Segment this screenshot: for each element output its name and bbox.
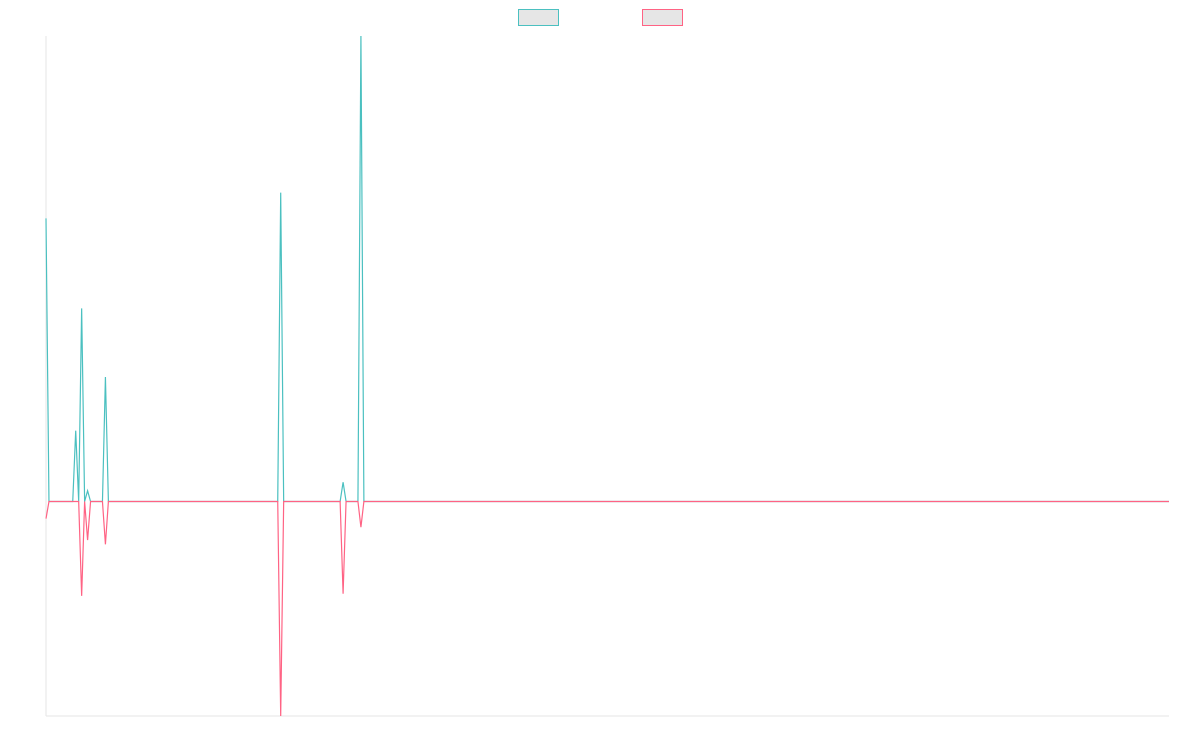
legend <box>518 9 683 26</box>
series-line-2 <box>45 500 1169 717</box>
series-layer <box>45 35 1169 717</box>
legend-swatch-series-2[interactable] <box>642 9 683 26</box>
legend-swatch-series-1[interactable] <box>518 9 559 26</box>
series-line-1 <box>45 35 1169 503</box>
chart-axes <box>45 36 1169 717</box>
